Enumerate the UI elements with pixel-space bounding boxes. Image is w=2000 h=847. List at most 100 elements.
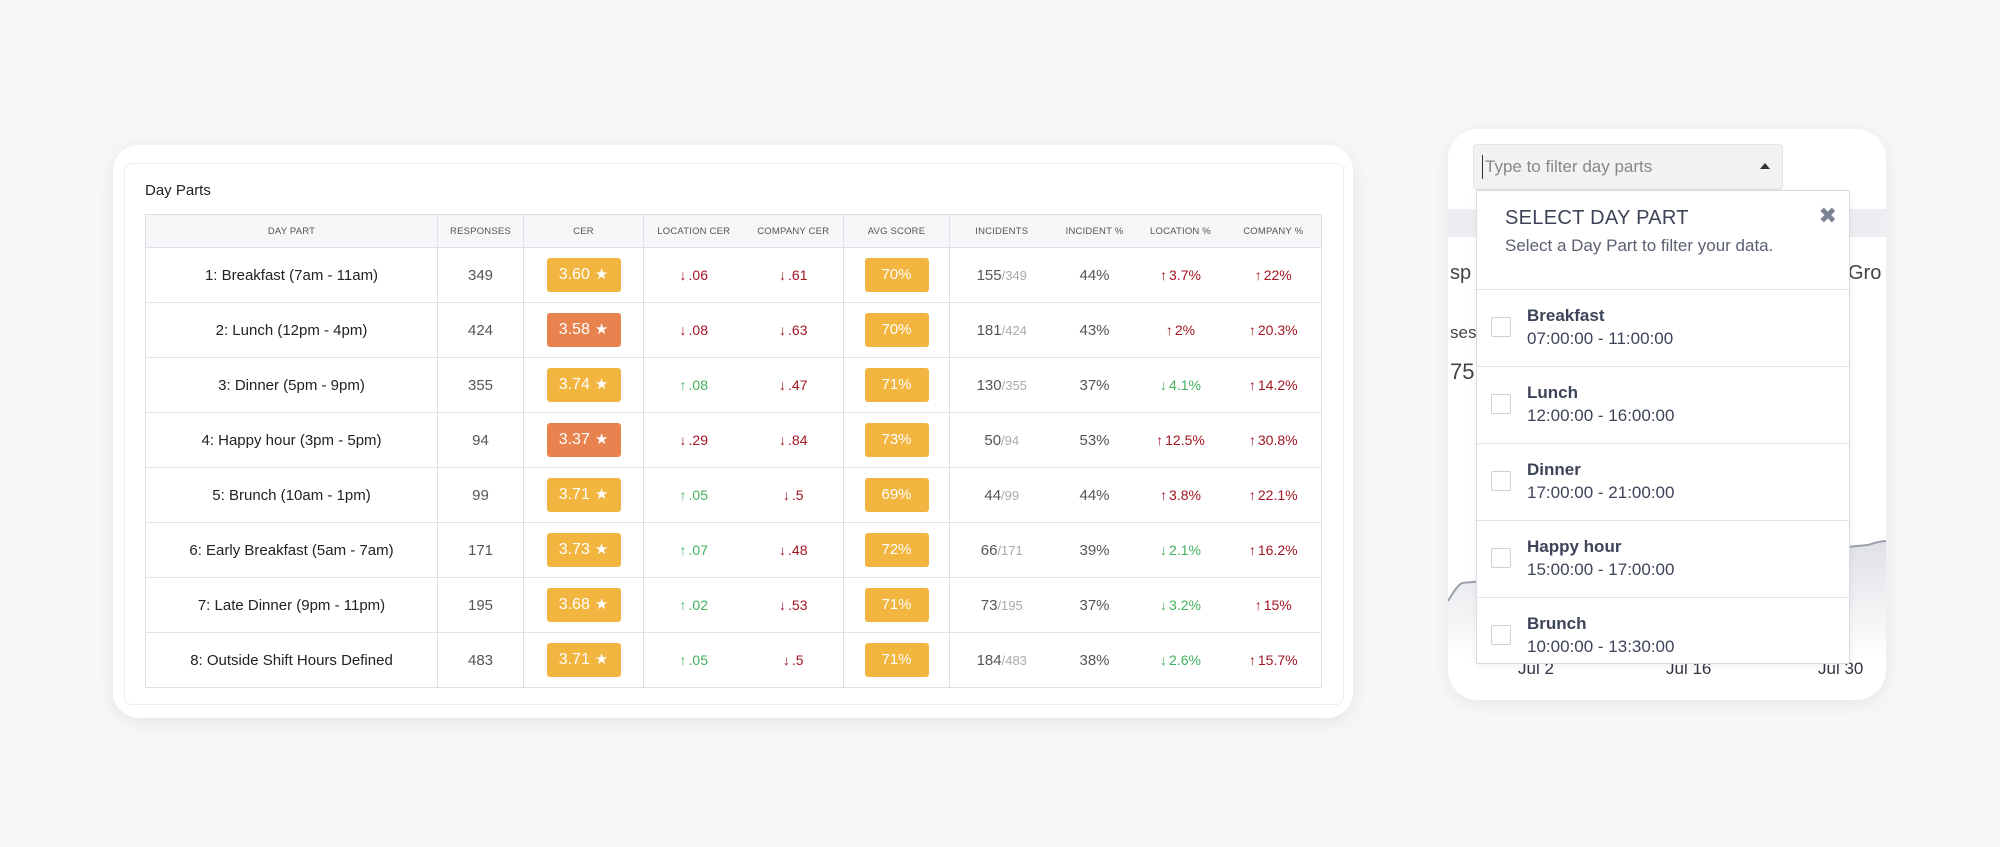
delta-value: .29 bbox=[688, 431, 708, 448]
incident-pct-value: 37% bbox=[1053, 357, 1136, 413]
arrow-down-icon: ↓ bbox=[779, 376, 787, 393]
cer-cell: 3.71 ★ bbox=[523, 467, 644, 523]
incidents-value: 44 bbox=[984, 486, 1002, 504]
table-header-row: DAY PART RESPONSES CER LOCATION CER COMP… bbox=[145, 214, 1322, 248]
arrow-up-icon: ↑ bbox=[679, 486, 687, 503]
col-header-company-cer[interactable]: COMPANY CER bbox=[743, 214, 844, 248]
delta-value: 2.1% bbox=[1169, 541, 1201, 558]
day-part-name: 6: Early Breakfast (5am - 7am) bbox=[145, 522, 438, 578]
star-icon: ★ bbox=[594, 596, 609, 613]
table-row[interactable]: 3: Dinner (5pm - 9pm) 355 3.74 ★ ↑ .08 ↓ .4… bbox=[145, 357, 1322, 413]
col-header-incidents[interactable]: INCIDENTS bbox=[949, 214, 1054, 248]
background-value-fragment: 75 bbox=[1450, 359, 1475, 384]
table-row[interactable]: 6: Early Breakfast (5am - 7am) 171 3.73 ★… bbox=[145, 522, 1322, 578]
table-row[interactable]: 8: Outside Shift Hours Defined 483 3.71 ★… bbox=[146, 632, 1322, 688]
delta-value: 15.7% bbox=[1257, 651, 1298, 668]
avg-score-cell: 71% bbox=[843, 357, 950, 413]
cer-badge: 3.73 ★ bbox=[546, 533, 621, 567]
table-row[interactable]: 1: Breakfast (7am - 11am) 349 3.60 ★ ↓ .06… bbox=[145, 247, 1322, 303]
company-pct-cell: ↑ 30.8% bbox=[1225, 412, 1322, 468]
table-row[interactable]: 7: Late Dinner (9pm - 11pm) 195 3.68 ★ ↑.… bbox=[145, 577, 1322, 633]
incidents-cell: 184/483 bbox=[949, 632, 1054, 688]
avg-score-cell: 69% bbox=[843, 467, 950, 523]
location-pct-delta: ↑ 12.5% bbox=[1156, 432, 1205, 448]
responses-value: 349 bbox=[437, 247, 524, 303]
cer-cell: 3.73 ★ bbox=[523, 522, 644, 578]
company-pct-delta: ↑ 14.2% bbox=[1249, 377, 1298, 393]
col-header-cer[interactable]: CER bbox=[523, 214, 644, 248]
option-checkbox[interactable] bbox=[1491, 548, 1511, 568]
incident-pct-value: 43% bbox=[1053, 302, 1136, 358]
arrow-down-icon: ↓ bbox=[679, 266, 687, 283]
company-pct-delta: ↑ 22% bbox=[1255, 267, 1292, 283]
incident-pct-value: 44% bbox=[1053, 247, 1136, 303]
day-part-filter-input[interactable] bbox=[1482, 155, 1747, 179]
incidents-cell: 66/171 bbox=[949, 522, 1054, 578]
arrow-down-icon: ↓ bbox=[779, 266, 787, 283]
caret-up-icon[interactable] bbox=[1760, 163, 1770, 169]
company-cer-delta: ↓ .53 bbox=[779, 597, 807, 613]
location-pct-delta: ↓ 4.1% bbox=[1160, 377, 1201, 393]
day-part-name: 1: Breakfast (7am - 11am) bbox=[145, 247, 438, 303]
incidents-cell: 50/94 bbox=[949, 412, 1054, 468]
day-part-name: 8: Outside Shift Hours Defined bbox=[190, 651, 393, 669]
option-name: Breakfast bbox=[1527, 306, 1605, 325]
dropdown-subtitle: Select a Day Part to filter your data. bbox=[1505, 236, 1774, 255]
arrow-up-icon: ↑ bbox=[1248, 541, 1256, 558]
option-name: Lunch bbox=[1527, 383, 1578, 402]
arrow-up-icon: ↑ bbox=[1160, 486, 1168, 503]
day-part-option[interactable]: Happy hour 15:00:00 - 17:00:00 bbox=[1477, 520, 1849, 597]
option-name: Brunch bbox=[1527, 614, 1587, 633]
table-row[interactable]: 4: Happy hour (3pm - 5pm) 94 3.37 ★ ↓ .29 … bbox=[145, 412, 1322, 468]
avg-score-badge: 73% bbox=[864, 423, 929, 457]
col-header-responses[interactable]: RESPONSES bbox=[437, 214, 524, 248]
day-part-option[interactable]: Dinner 17:00:00 - 21:00:00 bbox=[1477, 443, 1849, 520]
arrow-down-icon: ↓ bbox=[779, 596, 787, 613]
col-header-location-cer[interactable]: LOCATION CER bbox=[643, 214, 744, 248]
close-icon[interactable]: ✖ bbox=[1818, 203, 1837, 228]
arrow-up-icon: ↑ bbox=[1248, 486, 1256, 503]
location-cer-cell: ↑ .08 bbox=[643, 357, 744, 413]
option-checkbox[interactable] bbox=[1491, 317, 1511, 337]
cer-value: 3.60 bbox=[558, 266, 590, 283]
responses-value: 355 bbox=[437, 357, 524, 413]
day-part-option[interactable]: Brunch 10:00:00 - 13:30:00 bbox=[1477, 597, 1849, 663]
arrow-down-icon: ↓ bbox=[782, 486, 790, 503]
avg-score-badge: 69% bbox=[864, 478, 929, 512]
company-cer-delta: ↓ .48 bbox=[779, 542, 807, 558]
option-checkbox[interactable] bbox=[1491, 471, 1511, 491]
company-cer-cell: ↓ .5 bbox=[743, 467, 844, 523]
cer-badge: 3.74 ★ bbox=[546, 368, 621, 402]
day-part-option[interactable]: Breakfast 07:00:00 - 11:00:00 bbox=[1477, 289, 1849, 366]
location-pct-delta: ↑ 3.8% bbox=[1160, 487, 1201, 503]
company-pct-cell: ↑ 22.1% bbox=[1225, 467, 1322, 523]
avg-score-cell: 73% bbox=[843, 412, 950, 468]
col-header-day-part[interactable]: DAY PART bbox=[145, 214, 438, 248]
table-row[interactable]: 5: Brunch (10am - 1pm) 99 3.71 ★ ↑ .05 ↓ .5… bbox=[145, 467, 1322, 523]
company-cer-cell: ↓ .47 bbox=[743, 357, 844, 413]
cer-value: 3.58 bbox=[558, 321, 590, 338]
col-header-incident-pct[interactable]: INCIDENT % bbox=[1053, 214, 1136, 248]
day-part-option[interactable]: Lunch 12:00:00 - 16:00:00 bbox=[1477, 366, 1849, 443]
incidents-value: 66 bbox=[980, 541, 998, 559]
incidents-total: /94 bbox=[1001, 432, 1020, 448]
star-icon: ★ bbox=[594, 376, 609, 393]
col-header-avg-score[interactable]: AVG SCORE bbox=[843, 214, 950, 248]
star-icon: ★ bbox=[594, 541, 609, 558]
cer-value: 3.68 bbox=[558, 596, 590, 613]
delta-value: 2% bbox=[1174, 321, 1196, 338]
company-pct-delta: ↑ 15.7% bbox=[1249, 652, 1298, 668]
incidents-total: /171 bbox=[997, 542, 1023, 558]
day-part-select[interactable] bbox=[1473, 144, 1783, 190]
option-checkbox[interactable] bbox=[1491, 625, 1511, 645]
incidents-cell: 155/349 bbox=[949, 247, 1054, 303]
col-header-location-pct[interactable]: LOCATION % bbox=[1135, 214, 1226, 248]
avg-score-badge: 72% bbox=[864, 533, 929, 567]
table-row[interactable]: 2: Lunch (12pm - 4pm) 424 3.58 ★ ↓ .08 ↓ .6… bbox=[145, 302, 1322, 358]
company-cer-delta: ↓ .5 bbox=[783, 652, 804, 668]
incidents-cell: 73/195 bbox=[949, 577, 1054, 633]
delta-value: .5 bbox=[791, 486, 804, 503]
col-header-company-pct[interactable]: COMPANY % bbox=[1225, 214, 1322, 248]
responses-value: 171 bbox=[437, 522, 524, 578]
option-checkbox[interactable] bbox=[1491, 394, 1511, 414]
